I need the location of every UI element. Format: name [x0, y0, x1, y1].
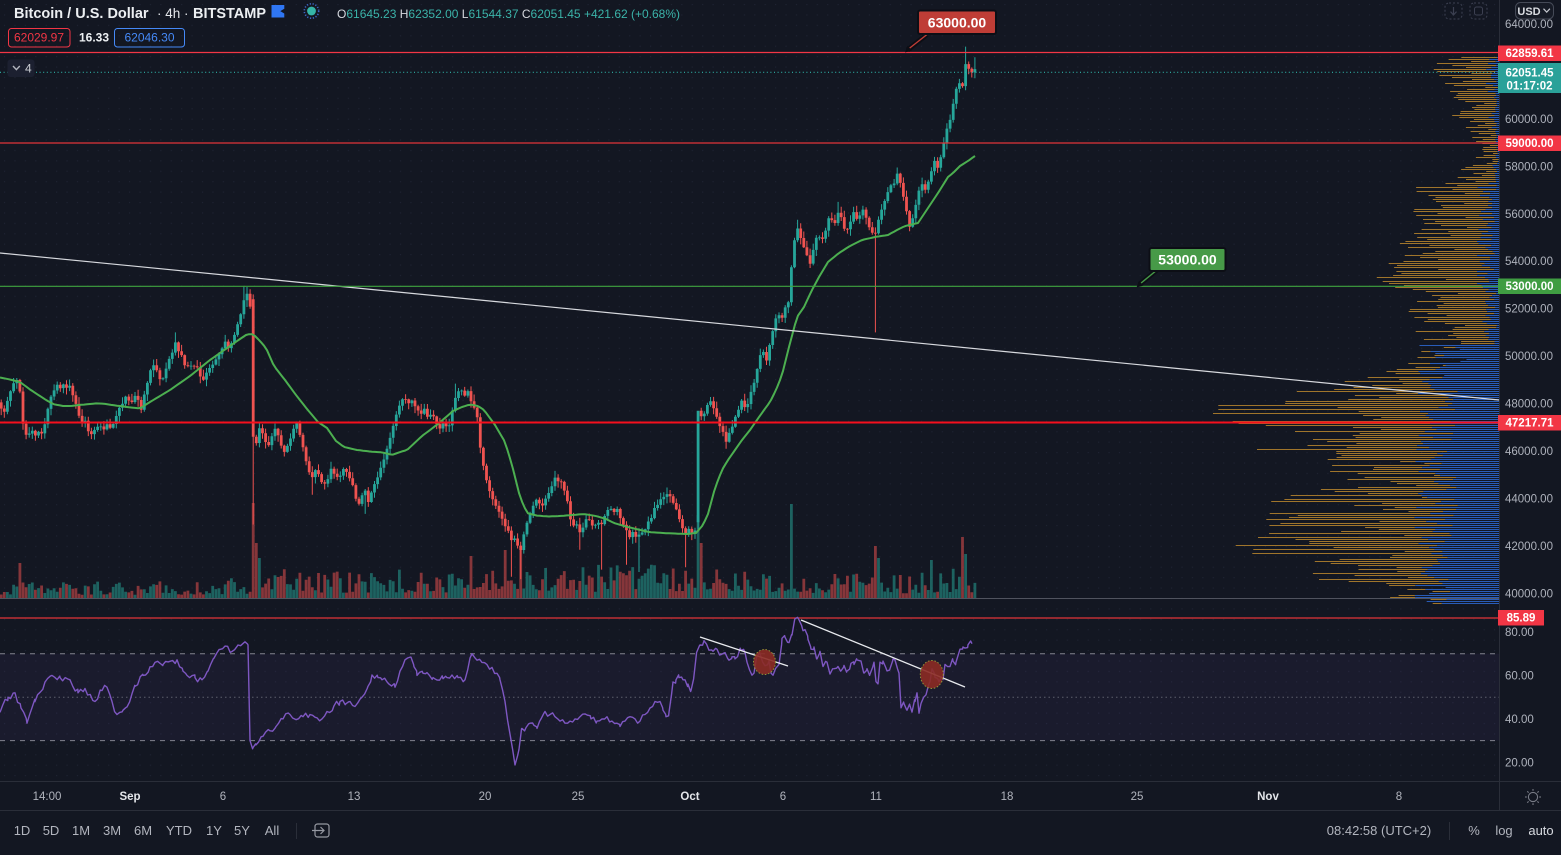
svg-text:46000.00: 46000.00 — [1505, 446, 1553, 458]
svg-text:4: 4 — [25, 62, 32, 76]
svg-text:85.89: 85.89 — [1507, 613, 1536, 625]
svg-text:20: 20 — [479, 791, 492, 803]
svg-text:62046.30: 62046.30 — [124, 31, 174, 45]
svg-text:6: 6 — [220, 791, 226, 803]
svg-text:56000.00: 56000.00 — [1505, 209, 1553, 221]
svg-text:40.00: 40.00 — [1505, 714, 1534, 726]
svg-text:6: 6 — [780, 791, 786, 803]
svg-text:50000.00: 50000.00 — [1505, 351, 1553, 363]
svg-text:13: 13 — [348, 791, 361, 803]
svg-text:auto: auto — [1528, 823, 1553, 838]
svg-text:63000.00: 63000.00 — [928, 15, 987, 31]
svg-text:18: 18 — [1001, 791, 1014, 803]
svg-text:59000.00: 59000.00 — [1506, 138, 1554, 150]
svg-text:5D: 5D — [43, 823, 60, 838]
svg-text:47217.71: 47217.71 — [1506, 418, 1555, 430]
svg-text:11: 11 — [870, 791, 882, 803]
svg-text:53000.00: 53000.00 — [1506, 281, 1554, 293]
svg-text:42000.00: 42000.00 — [1505, 541, 1553, 553]
svg-text:8: 8 — [1396, 791, 1402, 803]
svg-text:80.00: 80.00 — [1505, 627, 1534, 639]
svg-text:1Y: 1Y — [206, 823, 222, 838]
svg-text:14:00: 14:00 — [33, 791, 62, 803]
svg-text:BITSTAMP: BITSTAMP — [193, 6, 266, 22]
svg-text:Nov: Nov — [1257, 791, 1279, 803]
svg-text:40000.00: 40000.00 — [1505, 588, 1553, 600]
svg-text:Oct: Oct — [680, 791, 699, 803]
svg-text:USD: USD — [1517, 6, 1540, 18]
svg-text:3M: 3M — [103, 823, 121, 838]
svg-text:16.33: 16.33 — [79, 31, 109, 45]
svg-text:08:42:58 (UTC+2): 08:42:58 (UTC+2) — [1327, 823, 1431, 838]
svg-text:Sep: Sep — [119, 791, 140, 803]
svg-text:52000.00: 52000.00 — [1505, 304, 1553, 316]
svg-text:25: 25 — [1131, 791, 1144, 803]
svg-text:All: All — [265, 823, 280, 838]
svg-text:5Y: 5Y — [234, 823, 250, 838]
svg-text:YTD: YTD — [166, 823, 192, 838]
svg-text:60000.00: 60000.00 — [1505, 114, 1553, 126]
svg-text:1D: 1D — [14, 823, 31, 838]
svg-text:64000.00: 64000.00 — [1505, 19, 1553, 31]
svg-text:58000.00: 58000.00 — [1505, 161, 1553, 173]
svg-text:54000.00: 54000.00 — [1505, 256, 1553, 268]
svg-text:6M: 6M — [134, 823, 152, 838]
svg-text:log: log — [1495, 823, 1512, 838]
svg-text:44000.00: 44000.00 — [1505, 493, 1553, 505]
svg-text:· 4h ·: · 4h · — [157, 6, 189, 21]
svg-text:Bitcoin / U.S. Dollar: Bitcoin / U.S. Dollar — [14, 6, 149, 22]
svg-text:%: % — [1468, 823, 1480, 838]
svg-text:60.00: 60.00 — [1505, 670, 1534, 682]
svg-text:25: 25 — [572, 791, 585, 803]
svg-text:20.00: 20.00 — [1505, 757, 1534, 769]
svg-text:48000.00: 48000.00 — [1505, 399, 1553, 411]
svg-text:62859.61: 62859.61 — [1506, 48, 1555, 60]
svg-text:53000.00: 53000.00 — [1158, 252, 1217, 268]
svg-text:01:17:02: 01:17:02 — [1506, 81, 1552, 93]
svg-text:62051.45: 62051.45 — [1506, 68, 1555, 80]
svg-text:1M: 1M — [72, 823, 90, 838]
svg-text:62029.97: 62029.97 — [14, 31, 64, 45]
svg-text:O61645.23 H62352.00 L61544.37: O61645.23 H62352.00 L61544.37 C62051.45 … — [337, 7, 680, 21]
